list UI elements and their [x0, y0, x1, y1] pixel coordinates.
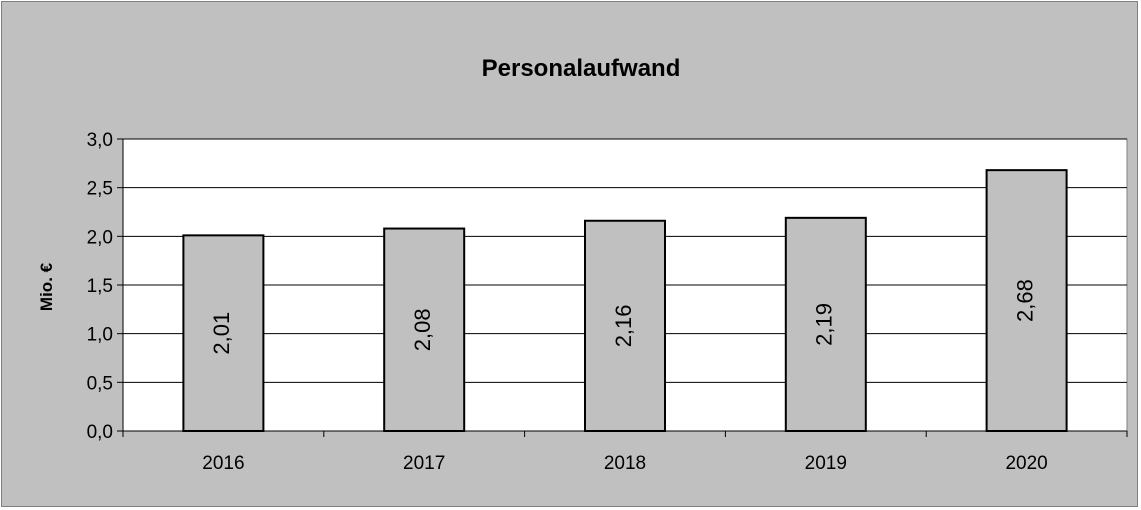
y-tick-label: 2,0 — [87, 227, 113, 248]
data-label: 2,16 — [611, 304, 636, 347]
data-label: 2,68 — [1012, 279, 1037, 322]
x-tick-label: 2016 — [202, 453, 244, 474]
y-tick-label: 0,5 — [87, 373, 113, 394]
x-tick-label: 2017 — [403, 453, 445, 474]
bar — [985, 169, 1068, 432]
data-label: 2,01 — [209, 312, 234, 355]
y-axis-label: Mio. € — [37, 262, 56, 311]
chart-title: Personalaufwand — [482, 55, 681, 82]
y-tick-label: 3,0 — [87, 130, 113, 151]
y-tick-label: 0,0 — [87, 422, 113, 443]
y-tick-label: 2,5 — [87, 179, 113, 200]
data-label: 2,08 — [410, 308, 435, 351]
x-tick-label: 2019 — [805, 453, 847, 474]
y-tick-label: 1,5 — [87, 276, 113, 297]
bar — [182, 234, 265, 432]
x-tick-label: 2018 — [604, 453, 646, 474]
bars: 2,01 2,08 2,16 2,19 2,68 — [182, 169, 1068, 432]
axes: 0,0 0,5 1,0 1,5 2,0 2,5 3,0 2016 2017 2018 2019 202… — [87, 130, 1128, 474]
data-label: 2,19 — [812, 303, 837, 346]
y-tick-label: 1,0 — [87, 325, 113, 346]
x-tick-label: 2020 — [1005, 453, 1047, 474]
